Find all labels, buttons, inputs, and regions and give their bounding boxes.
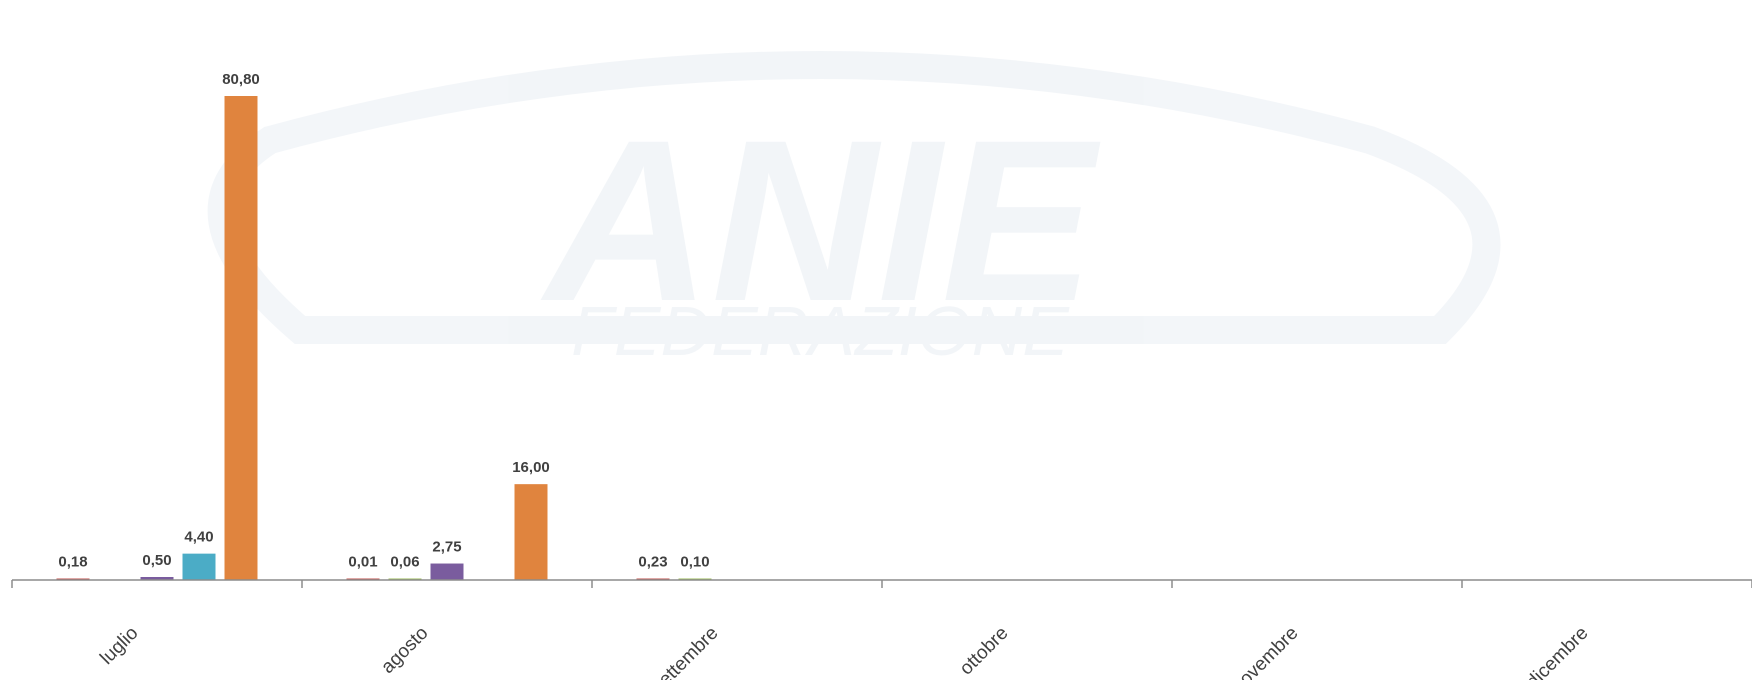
data-label: 16,00 [512,459,550,476]
bar-agosto-series-5 [514,484,548,580]
data-label: 80,80 [222,71,260,88]
x-tick-label: dicembre [1522,623,1592,680]
x-tick-label: novembre [1228,623,1303,680]
data-label: 0,10 [680,554,709,571]
bar-luglio-series-5 [224,96,258,580]
watermark-logo-subtext: FEDERAZIONE [571,292,1070,370]
data-label: 0,06 [390,554,419,571]
data-label: 2,75 [432,539,461,556]
x-tick-label: settembre [648,623,723,680]
data-label: 0,50 [142,552,171,569]
bar-luglio-series-4 [182,553,216,580]
data-label: 0,18 [58,554,87,571]
x-axis [11,579,1752,588]
data-label: 4,40 [184,529,213,546]
watermark-logo-text: ANIE [540,92,1101,349]
x-tick-label: ottobre [956,623,1013,680]
x-tick-label: agosto [377,623,432,678]
data-label: 0,23 [638,554,667,571]
anie-watermark: ANIE FEDERAZIONE [207,51,1501,370]
data-label: 0,01 [348,554,377,571]
x-tick-label: luglio [96,623,142,669]
bar-luglio-series-3 [140,577,174,580]
bar-agosto-series-3 [430,563,464,580]
